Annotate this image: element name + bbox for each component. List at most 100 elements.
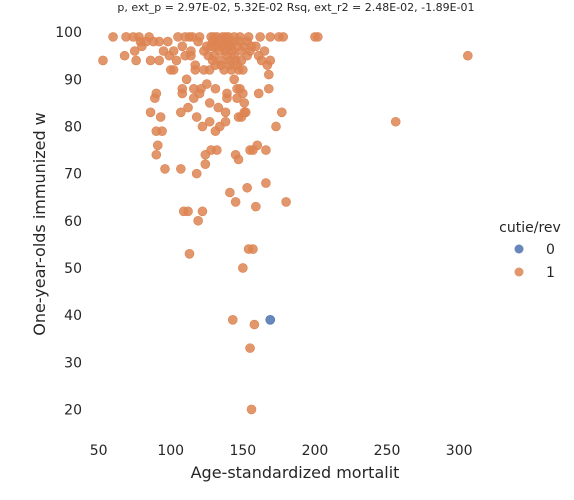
legend-marker-0 (514, 244, 524, 254)
data-point-series-1 (213, 102, 224, 113)
data-point-series-1 (251, 201, 261, 212)
y-tick-label: 100 (55, 25, 82, 41)
data-point-series-1 (154, 55, 164, 66)
data-point-series-1 (204, 98, 215, 108)
data-point-series-1 (163, 36, 173, 47)
data-point-series-1 (108, 32, 118, 42)
data-point-series-1 (238, 263, 248, 273)
data-point-series-1 (263, 83, 274, 94)
data-point-series-1 (276, 107, 287, 118)
data-point-series-0 (265, 315, 276, 325)
data-point-series-1 (171, 55, 182, 66)
data-point-series-1 (201, 79, 212, 89)
y-tick-label: 50 (64, 261, 82, 277)
data-point-series-1 (193, 215, 203, 226)
data-point-series-1 (191, 168, 202, 179)
x-axis-label: Age-standardized mortalit (191, 463, 400, 482)
y-axis-ticks: 20 30 40 50 60 70 80 90 100 (55, 25, 82, 418)
data-point-series-1 (151, 88, 162, 99)
data-point-series-1 (233, 154, 244, 165)
data-point-series-1 (263, 69, 274, 80)
data-point-series-1 (252, 140, 263, 151)
data-point-series-1 (249, 319, 260, 330)
y-tick-label: 60 (64, 214, 82, 230)
y-tick-label: 80 (64, 119, 82, 135)
data-point-series-1 (281, 197, 291, 207)
data-point-series-1 (271, 121, 281, 132)
y-axis-label: One-year-olds immunized w (30, 112, 49, 336)
data-point-series-1 (265, 55, 276, 66)
x-tick-label: 50 (90, 443, 108, 459)
y-tick-label: 20 (64, 402, 82, 418)
x-tick-label: 200 (302, 443, 329, 459)
data-point-series-1 (278, 32, 289, 42)
data-point-series-1 (183, 102, 193, 113)
data-point-series-1 (463, 50, 473, 61)
x-tick-label: 300 (446, 443, 473, 459)
data-point-series-1 (184, 248, 195, 259)
data-point-series-1 (239, 98, 250, 108)
legend: cutie/rev 01 (499, 220, 561, 281)
data-point-series-1 (313, 32, 323, 42)
data-point-series-1 (265, 32, 276, 42)
data-point-series-1 (222, 93, 232, 103)
data-point-series-1 (246, 404, 257, 415)
data-point-series-1 (225, 187, 235, 198)
data-point-series-1 (245, 343, 255, 353)
data-point-series-1 (261, 145, 271, 155)
chart-title: p, ext_p = 2.97E-02, 5.32E-02 Rsq, ext_r… (117, 1, 474, 14)
legend-marker-1 (514, 267, 524, 277)
data-point-series-1 (200, 159, 211, 169)
data-point-series-1 (176, 164, 186, 174)
y-tick-label: 40 (64, 308, 82, 324)
data-point-series-1 (255, 32, 265, 42)
data-point-series-1 (157, 126, 167, 136)
data-point-series-1 (183, 206, 193, 217)
data-point-series-1 (168, 46, 179, 56)
data-point-series-1 (248, 244, 258, 254)
legend-label-0: 0 (546, 242, 555, 258)
data-point-series-1 (119, 50, 130, 61)
data-point-series-1 (204, 116, 215, 127)
data-point-series-1 (220, 116, 231, 127)
data-point-series-1 (176, 107, 186, 118)
legend-entries: 01 (514, 242, 555, 281)
data-point-series-1 (177, 83, 188, 94)
data-point-series-1 (210, 83, 221, 94)
data-point-series-1 (160, 164, 170, 174)
x-tick-label: 100 (157, 443, 184, 459)
data-point-series-1 (168, 65, 179, 75)
data-point-series-1 (197, 121, 208, 132)
data-point-series-1 (154, 36, 164, 47)
data-point-series-1 (220, 107, 231, 118)
x-tick-label: 150 (229, 443, 256, 459)
data-point-series-1 (242, 182, 252, 193)
data-point-series-1 (194, 32, 205, 42)
data-point-series-1 (186, 46, 196, 56)
data-point-series-1 (229, 74, 239, 85)
data-point-series-1 (151, 149, 162, 160)
data-point-series-1 (238, 65, 248, 75)
data-point-series-1 (181, 74, 192, 85)
data-point-series-1 (129, 46, 140, 56)
legend-title: cutie/rev (499, 220, 561, 236)
y-tick-label: 30 (64, 355, 82, 371)
y-tick-label: 70 (64, 167, 82, 183)
data-point-series-1 (251, 41, 261, 52)
data-point-series-1 (253, 88, 264, 99)
x-tick-label: 250 (374, 443, 401, 459)
data-point-series-1 (145, 107, 156, 118)
data-point-series-1 (259, 46, 270, 56)
data-point-series-1 (227, 315, 238, 325)
data-point-series-1 (131, 55, 141, 66)
data-point-series-1 (152, 140, 163, 151)
x-axis-ticks: 50 100 150 200 250 300 (90, 443, 473, 459)
data-point-series-1 (238, 88, 248, 99)
data-point-series-1 (197, 206, 208, 217)
data-point-series-1 (261, 178, 271, 188)
data-point-series-1 (240, 107, 251, 118)
data-point-series-1 (190, 65, 201, 75)
plot-area (98, 32, 473, 415)
legend-label-1: 1 (546, 265, 555, 281)
